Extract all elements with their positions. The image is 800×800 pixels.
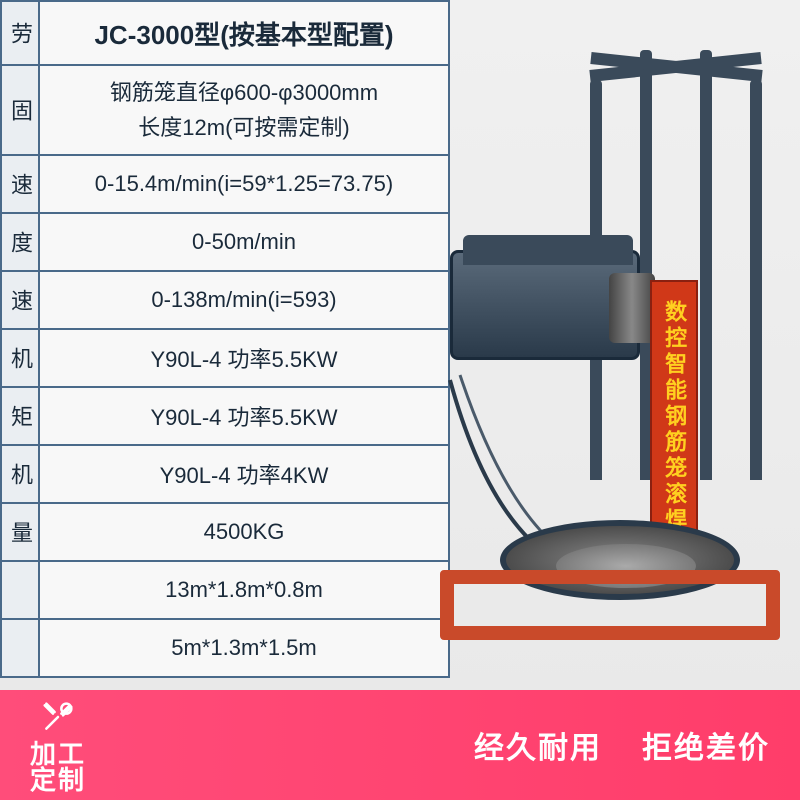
top-connector-1 [589,52,761,82]
banner-left-text: 加工 定制 [30,741,86,793]
tools-icon [38,697,78,737]
bar-1 [590,80,602,480]
cage-bars [580,50,780,470]
turntable-inner [556,544,696,588]
turntable [500,520,740,600]
table-row: 速 0-15.4m/min(i=59*1.25=73.75) [1,155,449,213]
spec-cell-9: 5m*1.3m*1.5m [39,619,449,677]
spec-cell-6: Y90L-4 功率4KW [39,445,449,503]
motor-top [463,235,633,265]
table-row-header: 劳 JC-3000型(按基本型配置) [1,1,449,65]
table-row: 机 Y90L-4 功率4KW [1,445,449,503]
table-row: 矩 Y90L-4 功率5.5KW [1,387,449,445]
base-frame [440,380,780,640]
banner-tag-1: 拒绝差价 [642,723,770,767]
table-row: 13m*1.8m*0.8m [1,561,449,619]
main-container: 劳 JC-3000型(按基本型配置) 固 钢筋笼直径φ600-φ3000mm 长… [0,0,800,800]
left-label-4: 速 [1,271,39,329]
banner-tags: 经久耐用 拒绝差价 [474,723,770,767]
left-label-3: 度 [1,213,39,271]
pillar-text: 数控智能钢筋笼滚焊机 [662,300,686,560]
spec-cell-4: Y90L-4 功率5.5KW [39,329,449,387]
frame-rect [440,570,780,640]
left-label-10 [1,619,39,677]
machine-illustration: 数控智能钢筋笼滚焊机 [420,30,800,690]
table-row: 量 4500KG [1,503,449,561]
spec-cell-8: 13m*1.8m*0.8m [39,561,449,619]
bar-4 [750,80,762,480]
left-label-7: 机 [1,445,39,503]
bar-3 [700,50,712,480]
spec-header: JC-3000型(按基本型配置) [39,1,449,65]
spec-cell-5: Y90L-4 功率5.5KW [39,387,449,445]
left-label-0: 劳 [1,1,39,65]
motor-cylinder [609,273,655,343]
spec-cell-0: 钢筋笼直径φ600-φ3000mm 长度12m(可按需定制) [39,65,449,155]
left-label-5: 机 [1,329,39,387]
spec-cell-2: 0-50m/min [39,213,449,271]
spec-cell-1: 0-15.4m/min(i=59*1.25=73.75) [39,155,449,213]
left-label-1: 固 [1,65,39,155]
wire-curve [440,370,740,630]
left-label-2: 速 [1,155,39,213]
top-connector-2 [590,52,762,82]
banner-left: 加工 定制 [30,697,86,793]
left-label-6: 矩 [1,387,39,445]
banner-tag-0: 经久耐用 [474,723,602,767]
spec-cell-3: 0-138m/min(i=593) [39,271,449,329]
table-row: 度 0-50m/min [1,213,449,271]
bottom-banner: 加工 定制 经久耐用 拒绝差价 [0,690,800,800]
left-label-8: 量 [1,503,39,561]
table-row: 机 Y90L-4 功率5.5KW [1,329,449,387]
bar-2 [640,50,652,480]
table-row: 速 0-138m/min(i=593) [1,271,449,329]
left-label-9 [1,561,39,619]
table-row: 固 钢筋笼直径φ600-φ3000mm 长度12m(可按需定制) [1,65,449,155]
product-name-pillar: 数控智能钢筋笼滚焊机 [650,280,698,580]
table-row: 5m*1.3m*1.5m [1,619,449,677]
spec-table: 劳 JC-3000型(按基本型配置) 固 钢筋笼直径φ600-φ3000mm 长… [0,0,450,678]
motor-box [450,250,640,360]
spec-cell-7: 4500KG [39,503,449,561]
